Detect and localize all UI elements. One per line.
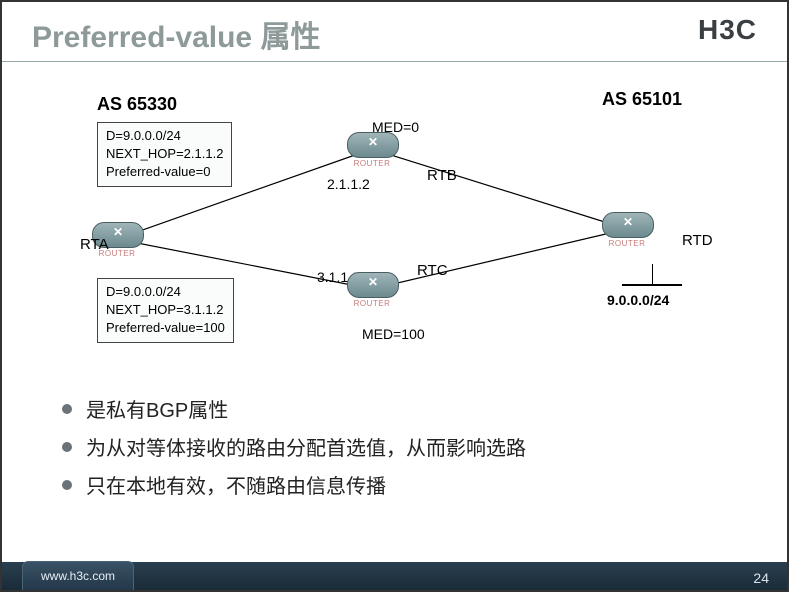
router-rtc: ✕ROUTER [347, 272, 397, 306]
bullet-list: 是私有BGP属性 为从对等体接收的路由分配首选值，从而影响选路 只在本地有效，不… [62, 392, 747, 506]
as-left-label: AS 65330 [97, 94, 177, 115]
bullet-text: 是私有BGP属性 [86, 392, 228, 430]
info-line: NEXT_HOP=3.1.1.2 [106, 301, 225, 319]
list-item: 是私有BGP属性 [62, 392, 747, 430]
route-info-bottom: D=9.0.0.0/24 NEXT_HOP=3.1.1.2 Preferred-… [97, 278, 234, 343]
bullet-icon [62, 480, 72, 490]
page-title: Preferred-value 属性 [32, 21, 320, 54]
rtb-label: RTB [427, 167, 457, 184]
info-line: Preferred-value=0 [106, 163, 223, 181]
bullet-text: 为从对等体接收的路由分配首选值，从而影响选路 [86, 430, 526, 468]
rtc-label: RTC [417, 262, 448, 279]
rtd-net-stub [652, 264, 653, 284]
network-diagram: AS 65330 AS 65101 D=9.0.0.0/24 NEXT_HOP=… [2, 64, 787, 364]
info-line: NEXT_HOP=2.1.1.2 [106, 145, 223, 163]
route-info-top: D=9.0.0.0/24 NEXT_HOP=2.1.1.2 Preferred-… [97, 122, 232, 187]
rtb-ip-label: 2.1.1.2 [327, 176, 370, 192]
rtd-network-label: 9.0.0.0/24 [607, 292, 669, 308]
as-right-label: AS 65101 [602, 89, 682, 110]
med-bottom-label: MED=100 [362, 326, 425, 342]
footer-url: www.h3c.com [22, 561, 134, 590]
list-item: 只在本地有效，不随路由信息传播 [62, 468, 747, 506]
list-item: 为从对等体接收的路由分配首选值，从而影响选路 [62, 430, 747, 468]
info-line: D=9.0.0.0/24 [106, 283, 225, 301]
rtd-net-bar [622, 284, 682, 286]
rta-label: RTA [80, 236, 109, 253]
info-line: D=9.0.0.0/24 [106, 127, 223, 145]
page-number: 24 [753, 570, 769, 586]
slide-footer: www.h3c.com 24 [2, 562, 787, 590]
router-rtb: ✕ROUTER [347, 132, 397, 166]
rtd-label: RTD [682, 232, 713, 249]
slide-header: Preferred-value 属性 H3C [2, 2, 787, 62]
router-rtd: ✕ROUTER [602, 212, 652, 246]
bullet-icon [62, 404, 72, 414]
brand-logo: H3C [698, 14, 757, 46]
info-line: Preferred-value=100 [106, 319, 225, 337]
bullet-text: 只在本地有效，不随路由信息传播 [86, 468, 386, 506]
bullet-icon [62, 442, 72, 452]
